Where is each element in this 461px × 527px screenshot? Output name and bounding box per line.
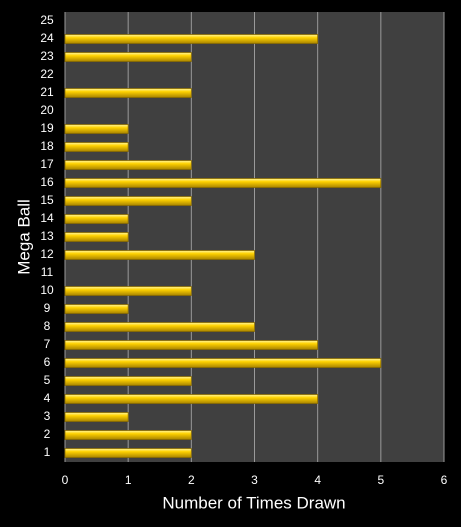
y-tick-label: 2 bbox=[44, 427, 51, 441]
bar bbox=[64, 88, 192, 98]
y-tick-label: 12 bbox=[40, 247, 54, 261]
y-tick-label: 15 bbox=[40, 193, 54, 207]
x-tick-label: 4 bbox=[314, 473, 321, 487]
y-tick-label: 23 bbox=[40, 49, 54, 63]
x-tick-label: 2 bbox=[188, 473, 195, 487]
bar bbox=[64, 52, 192, 62]
y-tick-label: 8 bbox=[44, 319, 51, 333]
bar bbox=[64, 178, 382, 188]
y-axis-title: Mega Ball bbox=[14, 199, 33, 275]
y-tick-label: 19 bbox=[40, 121, 54, 135]
x-axis-title: Number of Times Drawn bbox=[162, 493, 345, 512]
y-tick-label: 6 bbox=[44, 355, 51, 369]
bar bbox=[64, 322, 255, 332]
y-tick-label: 17 bbox=[40, 157, 54, 171]
bar bbox=[64, 412, 129, 422]
bar bbox=[64, 160, 192, 170]
bar bbox=[64, 340, 319, 350]
bar bbox=[64, 358, 382, 368]
y-tick-label: 20 bbox=[40, 103, 54, 117]
y-tick-label: 21 bbox=[40, 85, 54, 99]
bar bbox=[64, 124, 129, 134]
bar bbox=[64, 214, 129, 224]
bar bbox=[64, 34, 319, 44]
bar bbox=[64, 286, 192, 296]
y-tick-label: 14 bbox=[40, 211, 54, 225]
y-tick-label: 4 bbox=[44, 391, 51, 405]
y-tick-label: 22 bbox=[40, 67, 54, 81]
x-tick-label: 0 bbox=[62, 473, 69, 487]
x-tick-label: 3 bbox=[251, 473, 258, 487]
x-tick-label: 5 bbox=[377, 473, 384, 487]
bar bbox=[64, 250, 255, 260]
bar bbox=[64, 232, 129, 242]
y-tick-label: 7 bbox=[44, 337, 51, 351]
y-tick-label: 16 bbox=[40, 175, 54, 189]
x-tick-label: 1 bbox=[125, 473, 132, 487]
bar bbox=[64, 142, 129, 152]
y-tick-label: 18 bbox=[40, 139, 54, 153]
bar bbox=[64, 196, 192, 206]
y-tick-label: 11 bbox=[41, 265, 54, 279]
bar bbox=[64, 394, 319, 404]
y-tick-label: 1 bbox=[44, 445, 51, 459]
y-tick-label: 5 bbox=[44, 373, 51, 387]
bar bbox=[64, 448, 192, 458]
y-tick-label: 9 bbox=[44, 301, 51, 315]
bar bbox=[64, 304, 129, 314]
y-tick-label: 13 bbox=[40, 229, 54, 243]
x-tick-label: 6 bbox=[441, 473, 448, 487]
y-tick-label: 10 bbox=[40, 283, 54, 297]
bar bbox=[64, 376, 192, 386]
y-tick-label: 24 bbox=[40, 31, 54, 45]
y-tick-label: 3 bbox=[44, 409, 51, 423]
bar bbox=[64, 430, 192, 440]
y-tick-label: 25 bbox=[40, 13, 54, 27]
